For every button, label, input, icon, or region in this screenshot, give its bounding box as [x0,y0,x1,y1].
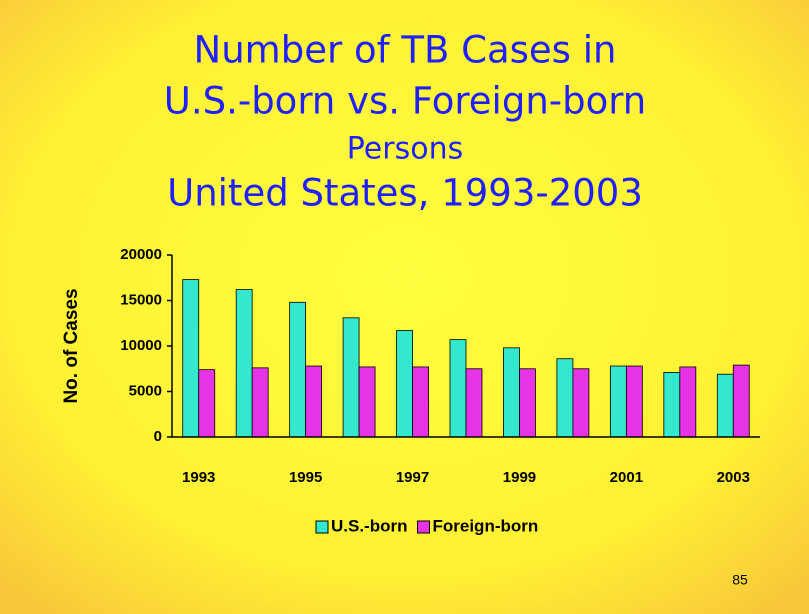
x-tick-label: 1997 [396,469,429,486]
bar [358,366,376,438]
y-tick-label: 15000 [120,291,162,308]
x-tick-label: 1995 [289,469,322,486]
bar [342,317,360,438]
legend-swatch [315,520,329,534]
bar [679,366,697,438]
bar [732,364,750,438]
bar [625,365,643,438]
bar [609,365,627,438]
bar [556,358,574,438]
bar [198,369,216,438]
title-line: United States, 1993-2003 [167,172,643,215]
bar [503,347,520,438]
page-number: 85 [732,572,748,588]
title-line: Number of TB Cases in [194,29,617,72]
bar [251,367,269,438]
legend-swatch [417,520,430,534]
bar [519,368,536,438]
bar [235,289,253,438]
y-tick-label: 10000 [120,337,162,354]
y-axis-label: No. of Cases [61,288,82,403]
x-tick-label: 2001 [610,469,643,486]
y-tick-label: 0 [154,428,162,445]
bar [412,366,429,438]
bar [396,330,413,438]
bar [465,368,483,438]
bar [182,279,200,438]
legend-label: Foreign-born [433,516,539,535]
bar [289,301,307,438]
title-line: Persons [347,132,463,167]
legend-label: U.S.-born [331,516,408,535]
x-tick-label: 1999 [503,469,536,486]
title-line: U.S.-born vs. Foreign-born [164,80,647,123]
bar [716,373,734,438]
x-tick-label: 1993 [182,469,215,486]
y-tick-label: 5000 [129,382,162,399]
x-tick-label: 2003 [717,469,750,486]
y-tick-label: 20000 [120,246,162,263]
bar [663,371,681,438]
bar [449,339,467,438]
bar [305,365,323,438]
bar [572,368,590,438]
